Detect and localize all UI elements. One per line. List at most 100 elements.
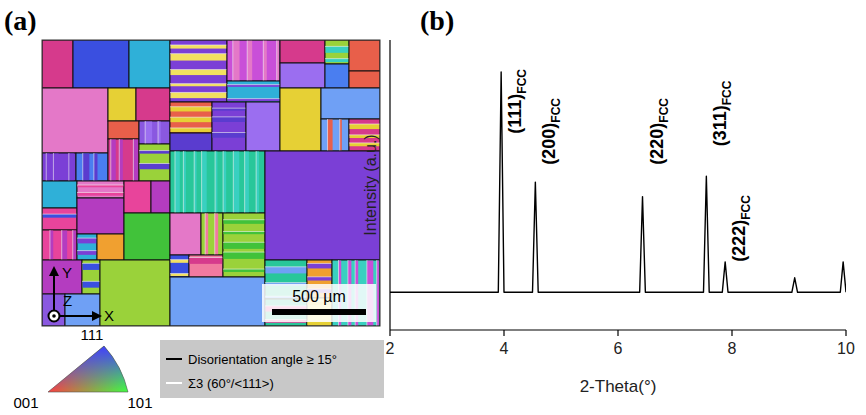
- twin-boundary: [201, 151, 202, 213]
- twin-band: [277, 41, 279, 81]
- twin-band: [340, 120, 342, 151]
- grain: [189, 255, 223, 277]
- grain-body: [77, 234, 97, 260]
- twin-band: [171, 84, 227, 87]
- grain-body: [108, 139, 139, 181]
- twin-band: [171, 117, 212, 122]
- twin-band: [205, 214, 208, 255]
- twin-band: [308, 277, 332, 281]
- twin-boundary: [244, 151, 245, 213]
- z-axis-dot: [52, 314, 56, 318]
- twin-band: [194, 152, 196, 213]
- peak-label-subscript: FCC: [549, 98, 563, 123]
- ipf-triangle-overlay: [48, 346, 128, 392]
- grain: [325, 64, 349, 88]
- twin-band: [62, 231, 67, 260]
- grain: [139, 144, 170, 181]
- twin-band: [133, 140, 138, 181]
- twin-band: [83, 154, 90, 181]
- twin-band: [158, 122, 161, 144]
- grain: [73, 40, 129, 88]
- grain-body: [136, 88, 170, 121]
- twin-boundary: [170, 53, 227, 54]
- x-tick: [845, 330, 846, 336]
- twin-band: [140, 163, 170, 169]
- grain-body: [76, 153, 108, 181]
- twin-boundary: [205, 213, 206, 255]
- twin-band: [190, 258, 223, 264]
- axis-letter: Z: [63, 292, 72, 309]
- twin-boundary: [307, 263, 332, 264]
- twin-boundary: [68, 153, 69, 181]
- twin-boundary: [170, 92, 227, 93]
- grain: [170, 277, 265, 326]
- x-tick: [617, 330, 618, 336]
- grain-body: [170, 213, 201, 255]
- legend-line-twin: [166, 382, 182, 384]
- twin-band: [213, 133, 246, 138]
- grain-body: [42, 230, 77, 260]
- arrow-head: [92, 311, 102, 321]
- legend-text: Σ3 (60°/<111>): [188, 376, 274, 391]
- ipf-triangle: [48, 346, 128, 392]
- grain-body: [349, 71, 380, 88]
- twin-band: [215, 214, 218, 255]
- twin-band: [140, 151, 170, 154]
- twin-band: [171, 107, 212, 112]
- twin-band: [171, 70, 227, 76]
- figure: (a)YZX500 µm111001101Disorientation angl…: [0, 0, 866, 415]
- peak-label-subscript: FCC: [515, 69, 529, 94]
- ipf-label: 001: [13, 394, 38, 411]
- grain: [227, 40, 280, 81]
- twin-band: [266, 267, 307, 274]
- twin-boundary: [133, 139, 134, 181]
- grain: [42, 88, 108, 153]
- twin-boundary: [77, 185, 124, 186]
- twin-boundary: [214, 213, 215, 255]
- grain: [246, 102, 280, 151]
- twin-band: [171, 45, 227, 49]
- twin-band: [171, 128, 212, 132]
- twin-boundary: [215, 151, 216, 213]
- peak-label-subscript: FCC: [657, 98, 671, 123]
- twin-boundary: [189, 257, 223, 258]
- twin-boundary: [170, 117, 212, 118]
- plot-data: [390, 72, 846, 292]
- twin-band: [53, 154, 58, 181]
- twin-boundary: [223, 231, 265, 232]
- twin-boundary: [46, 153, 47, 181]
- x-tick-label: 2: [386, 340, 395, 357]
- grain-body: [151, 181, 170, 213]
- twin-band: [213, 117, 246, 122]
- grain: [77, 198, 124, 234]
- x-tick-label: 6: [614, 340, 623, 357]
- x-tick: [389, 330, 390, 336]
- peak-label-main: (220): [647, 123, 667, 165]
- ipf-label: 111: [81, 326, 104, 343]
- grain-body: [170, 255, 189, 277]
- grain-body: [42, 208, 77, 230]
- grain: [170, 102, 212, 133]
- grain: [42, 181, 77, 208]
- peak-label-subscript: FCC: [720, 80, 734, 105]
- twin-boundary: [42, 214, 77, 215]
- twin-band: [350, 124, 380, 129]
- x-tick: [503, 330, 504, 336]
- grain-body: [280, 40, 325, 63]
- grain-body: [77, 198, 124, 234]
- twin-boundary: [276, 40, 277, 81]
- twin-boundary: [170, 83, 227, 84]
- twin-band: [78, 192, 124, 195]
- twin-boundary: [327, 119, 328, 151]
- twin-band: [183, 152, 185, 213]
- grain: [170, 133, 212, 151]
- twin-band: [224, 232, 265, 235]
- grain: [42, 230, 77, 260]
- grain: [151, 181, 170, 213]
- grain-body: [246, 102, 280, 151]
- twin-band: [119, 140, 123, 181]
- grain-body: [42, 40, 73, 88]
- grain-body: [82, 260, 100, 294]
- grain-body: [170, 133, 212, 151]
- twin-boundary: [194, 151, 195, 213]
